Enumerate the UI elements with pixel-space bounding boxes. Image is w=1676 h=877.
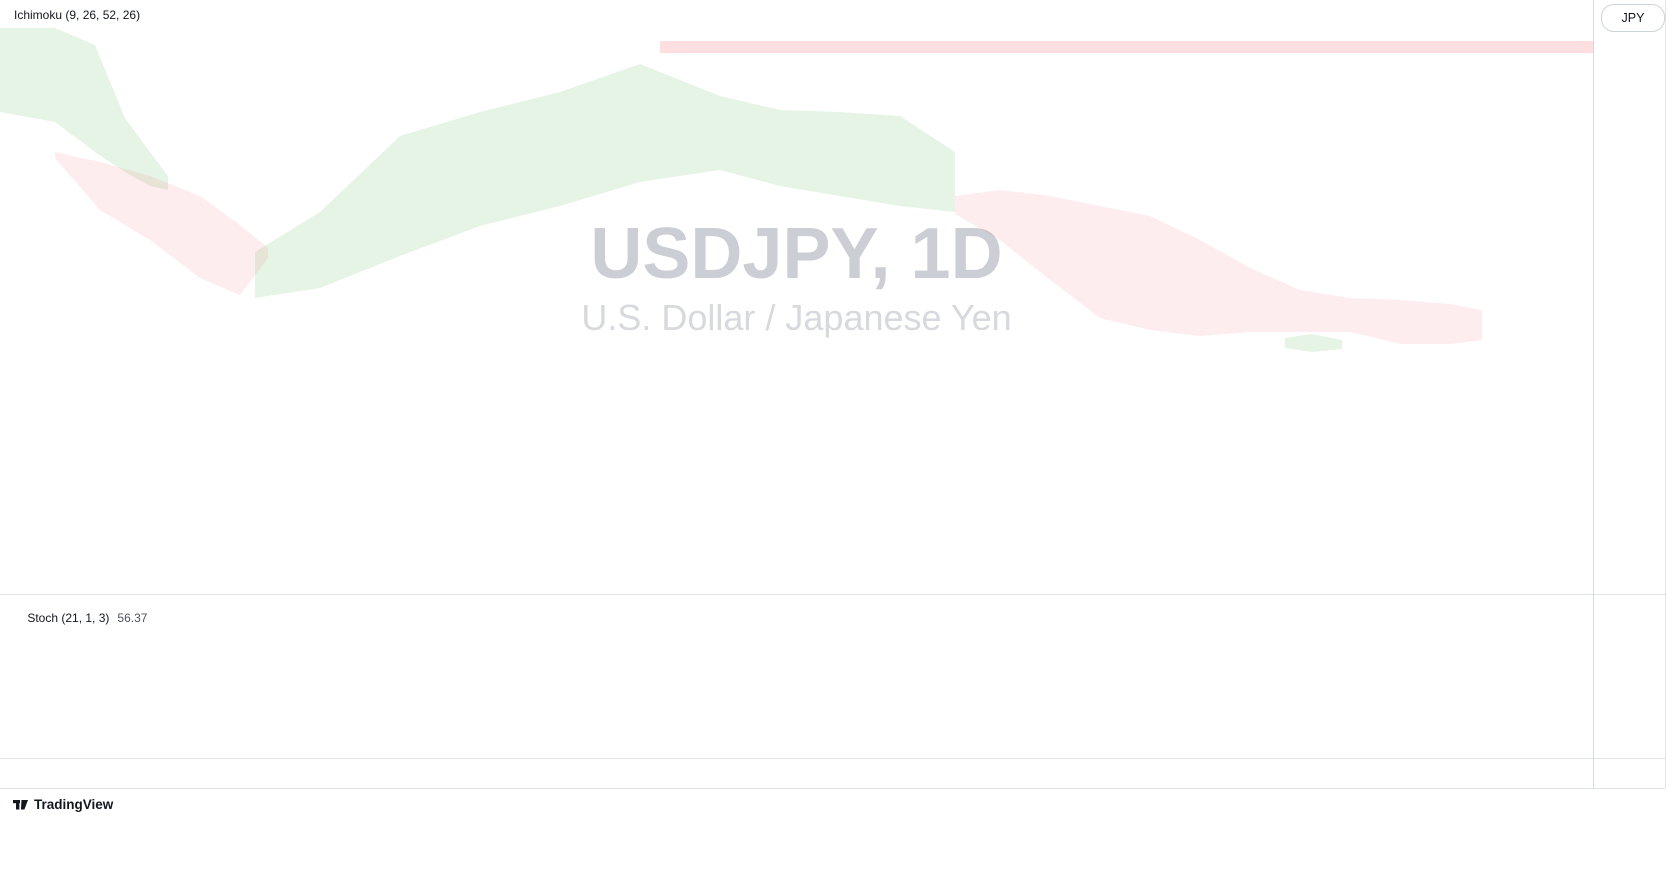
ichimoku-cloud-down — [955, 190, 1482, 344]
time-axis-separator — [0, 758, 1665, 759]
main-chart-pane[interactable] — [0, 0, 1593, 594]
ichimoku-cloud — [0, 28, 1482, 352]
ichimoku-cloud-up — [1285, 334, 1342, 352]
stoch-indicator-name[interactable]: Stoch (21, 1, 3) — [27, 611, 110, 625]
ichimoku-cloud-down — [55, 152, 268, 295]
right-panel-border — [1665, 0, 1666, 788]
price-axis-border — [1593, 0, 1594, 788]
pane-separator[interactable] — [0, 594, 1665, 595]
ichimoku-indicator-label[interactable]: Ichimoku (9, 26, 52, 26) — [14, 8, 141, 22]
stoch-indicator-label[interactable]: Stoch (21, 1, 3) 56.37 — [14, 597, 147, 639]
tradingview-logo-icon — [13, 799, 28, 809]
stoch-pane[interactable] — [0, 594, 1593, 758]
chart-bottom-border — [0, 788, 1665, 789]
tradingview-logo-text: TradingView — [34, 796, 114, 812]
price-axis[interactable] — [1594, 0, 1665, 788]
ichimoku-cloud-up — [0, 28, 168, 190]
ichimoku-cloud-up — [255, 64, 955, 298]
jpy-currency-button[interactable]: JPY — [1601, 4, 1665, 32]
stoch-indicator-value: 56.37 — [117, 611, 148, 625]
tradingview-logo[interactable]: TradingView — [12, 794, 113, 814]
zone-158-50-band[interactable] — [660, 41, 1593, 53]
time-axis[interactable] — [0, 758, 1593, 788]
zone-158-50[interactable] — [660, 41, 1593, 53]
